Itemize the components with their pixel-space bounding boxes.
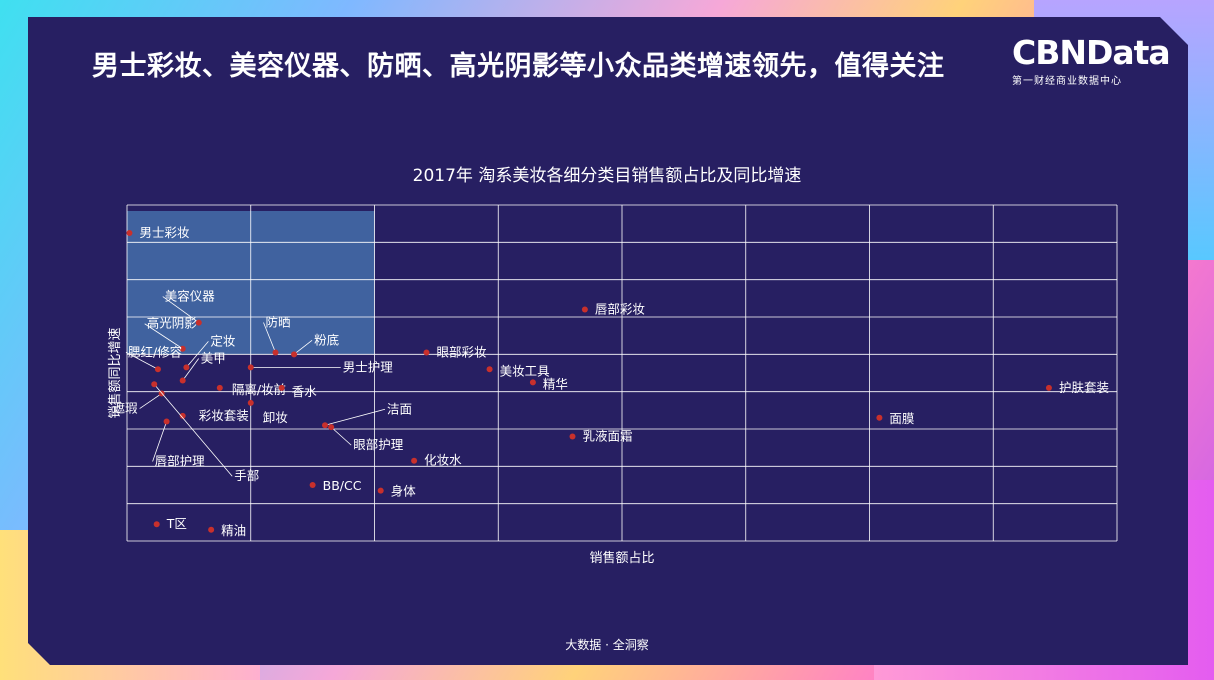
- data-point-label: 定妆: [210, 333, 235, 348]
- logo-wordmark: CBNData: [1012, 33, 1171, 72]
- data-point-label: 唇部彩妆: [595, 302, 645, 317]
- label-leader-line: [330, 426, 352, 446]
- data-point: [153, 521, 160, 528]
- data-point-label: 粉底: [314, 332, 339, 347]
- data-point: [1045, 384, 1052, 391]
- data-point-label: 美容仪器: [165, 289, 216, 304]
- data-point-label: 男士彩妆: [139, 225, 189, 240]
- data-point: [247, 364, 254, 371]
- data-point: [411, 457, 418, 464]
- data-point: [291, 351, 298, 358]
- chart-title: 2017年 淘系美妆各细分类目销售额占比及同比增速: [413, 166, 802, 186]
- data-point-label: 面膜: [889, 411, 914, 426]
- data-point-label: 香水: [292, 384, 318, 399]
- data-point-label: 精华: [543, 376, 568, 391]
- footer-slogan: 大数据 · 全洞察: [565, 638, 649, 652]
- data-point: [126, 230, 133, 236]
- data-point: [581, 306, 588, 313]
- data-point: [322, 422, 328, 429]
- data-point: [377, 487, 384, 494]
- data-point-label: 化妆水: [424, 453, 462, 468]
- data-point-label: 眼部护理: [353, 437, 404, 452]
- data-point-label: 洁面: [387, 401, 412, 416]
- label-leader-line: [144, 323, 183, 350]
- data-point: [179, 345, 186, 352]
- label-leader-line: [162, 296, 200, 323]
- data-point-label: 美妆工具: [500, 363, 551, 378]
- data-point: [309, 482, 316, 488]
- data-point: [423, 349, 430, 356]
- data-point: [247, 399, 254, 406]
- data-point-label: 唇部护理: [155, 454, 206, 469]
- data-point-label: 彩妆套装: [199, 408, 249, 423]
- data-point: [216, 384, 223, 391]
- cbndata-logo: CBNData 第一财经商业数据中心: [1012, 33, 1182, 88]
- label-leader-line: [324, 408, 386, 426]
- label-leader-line: [263, 322, 276, 353]
- x-axis-label: 销售额占比: [589, 550, 654, 566]
- y-axis-label: 销售额同比增速: [107, 327, 123, 418]
- slide-headline: 男士彩妆、美容仪器、防晒、高光阴影等小众品类增速领先，值得关注: [92, 51, 945, 82]
- data-point: [272, 349, 279, 356]
- data-point-label: 防晒: [266, 314, 291, 329]
- data-point: [179, 412, 186, 419]
- data-point-label: 美甲: [201, 350, 226, 365]
- label-leader-line: [182, 358, 200, 381]
- data-point: [328, 424, 335, 431]
- data-point-label: 手部: [234, 468, 259, 483]
- data-point: [195, 319, 202, 326]
- logo-tagline: 第一财经商业数据中心: [1012, 76, 1122, 87]
- data-point-label: 高光阴影: [147, 316, 198, 331]
- label-leader-line: [293, 340, 313, 355]
- data-point-label: 隔离/妆前: [232, 382, 286, 397]
- label-leader-line: [186, 341, 209, 368]
- data-point-label: 卸妆: [263, 410, 288, 425]
- label-leader-line: [152, 421, 167, 462]
- data-point: [876, 414, 883, 421]
- data-point-label: 护肤套装: [1059, 380, 1109, 395]
- data-point-label: 身体: [391, 484, 417, 499]
- data-point: [486, 366, 493, 373]
- data-point: [183, 364, 190, 371]
- data-point-label: T区: [166, 516, 187, 531]
- label-leader-line: [139, 393, 162, 409]
- data-point: [154, 366, 161, 373]
- data-point: [163, 418, 170, 425]
- data-point-label: 乳液面霜: [583, 428, 633, 443]
- data-point-label: 眼部彩妆: [436, 344, 486, 359]
- data-point: [208, 526, 215, 533]
- data-point-label: 遮瑕: [113, 401, 139, 416]
- label-leader-line: [125, 351, 159, 370]
- data-point: [151, 381, 158, 388]
- data-point: [179, 377, 186, 384]
- data-point-label: BB/CC: [323, 478, 362, 493]
- data-point-label: 腮红/修容: [128, 344, 182, 359]
- data-point-label: 精油: [221, 523, 246, 538]
- data-point-label: 男士护理: [343, 359, 394, 374]
- data-point: [569, 433, 576, 440]
- label-leader-line: [153, 383, 233, 477]
- data-point: [278, 384, 285, 391]
- data-point: [529, 379, 536, 386]
